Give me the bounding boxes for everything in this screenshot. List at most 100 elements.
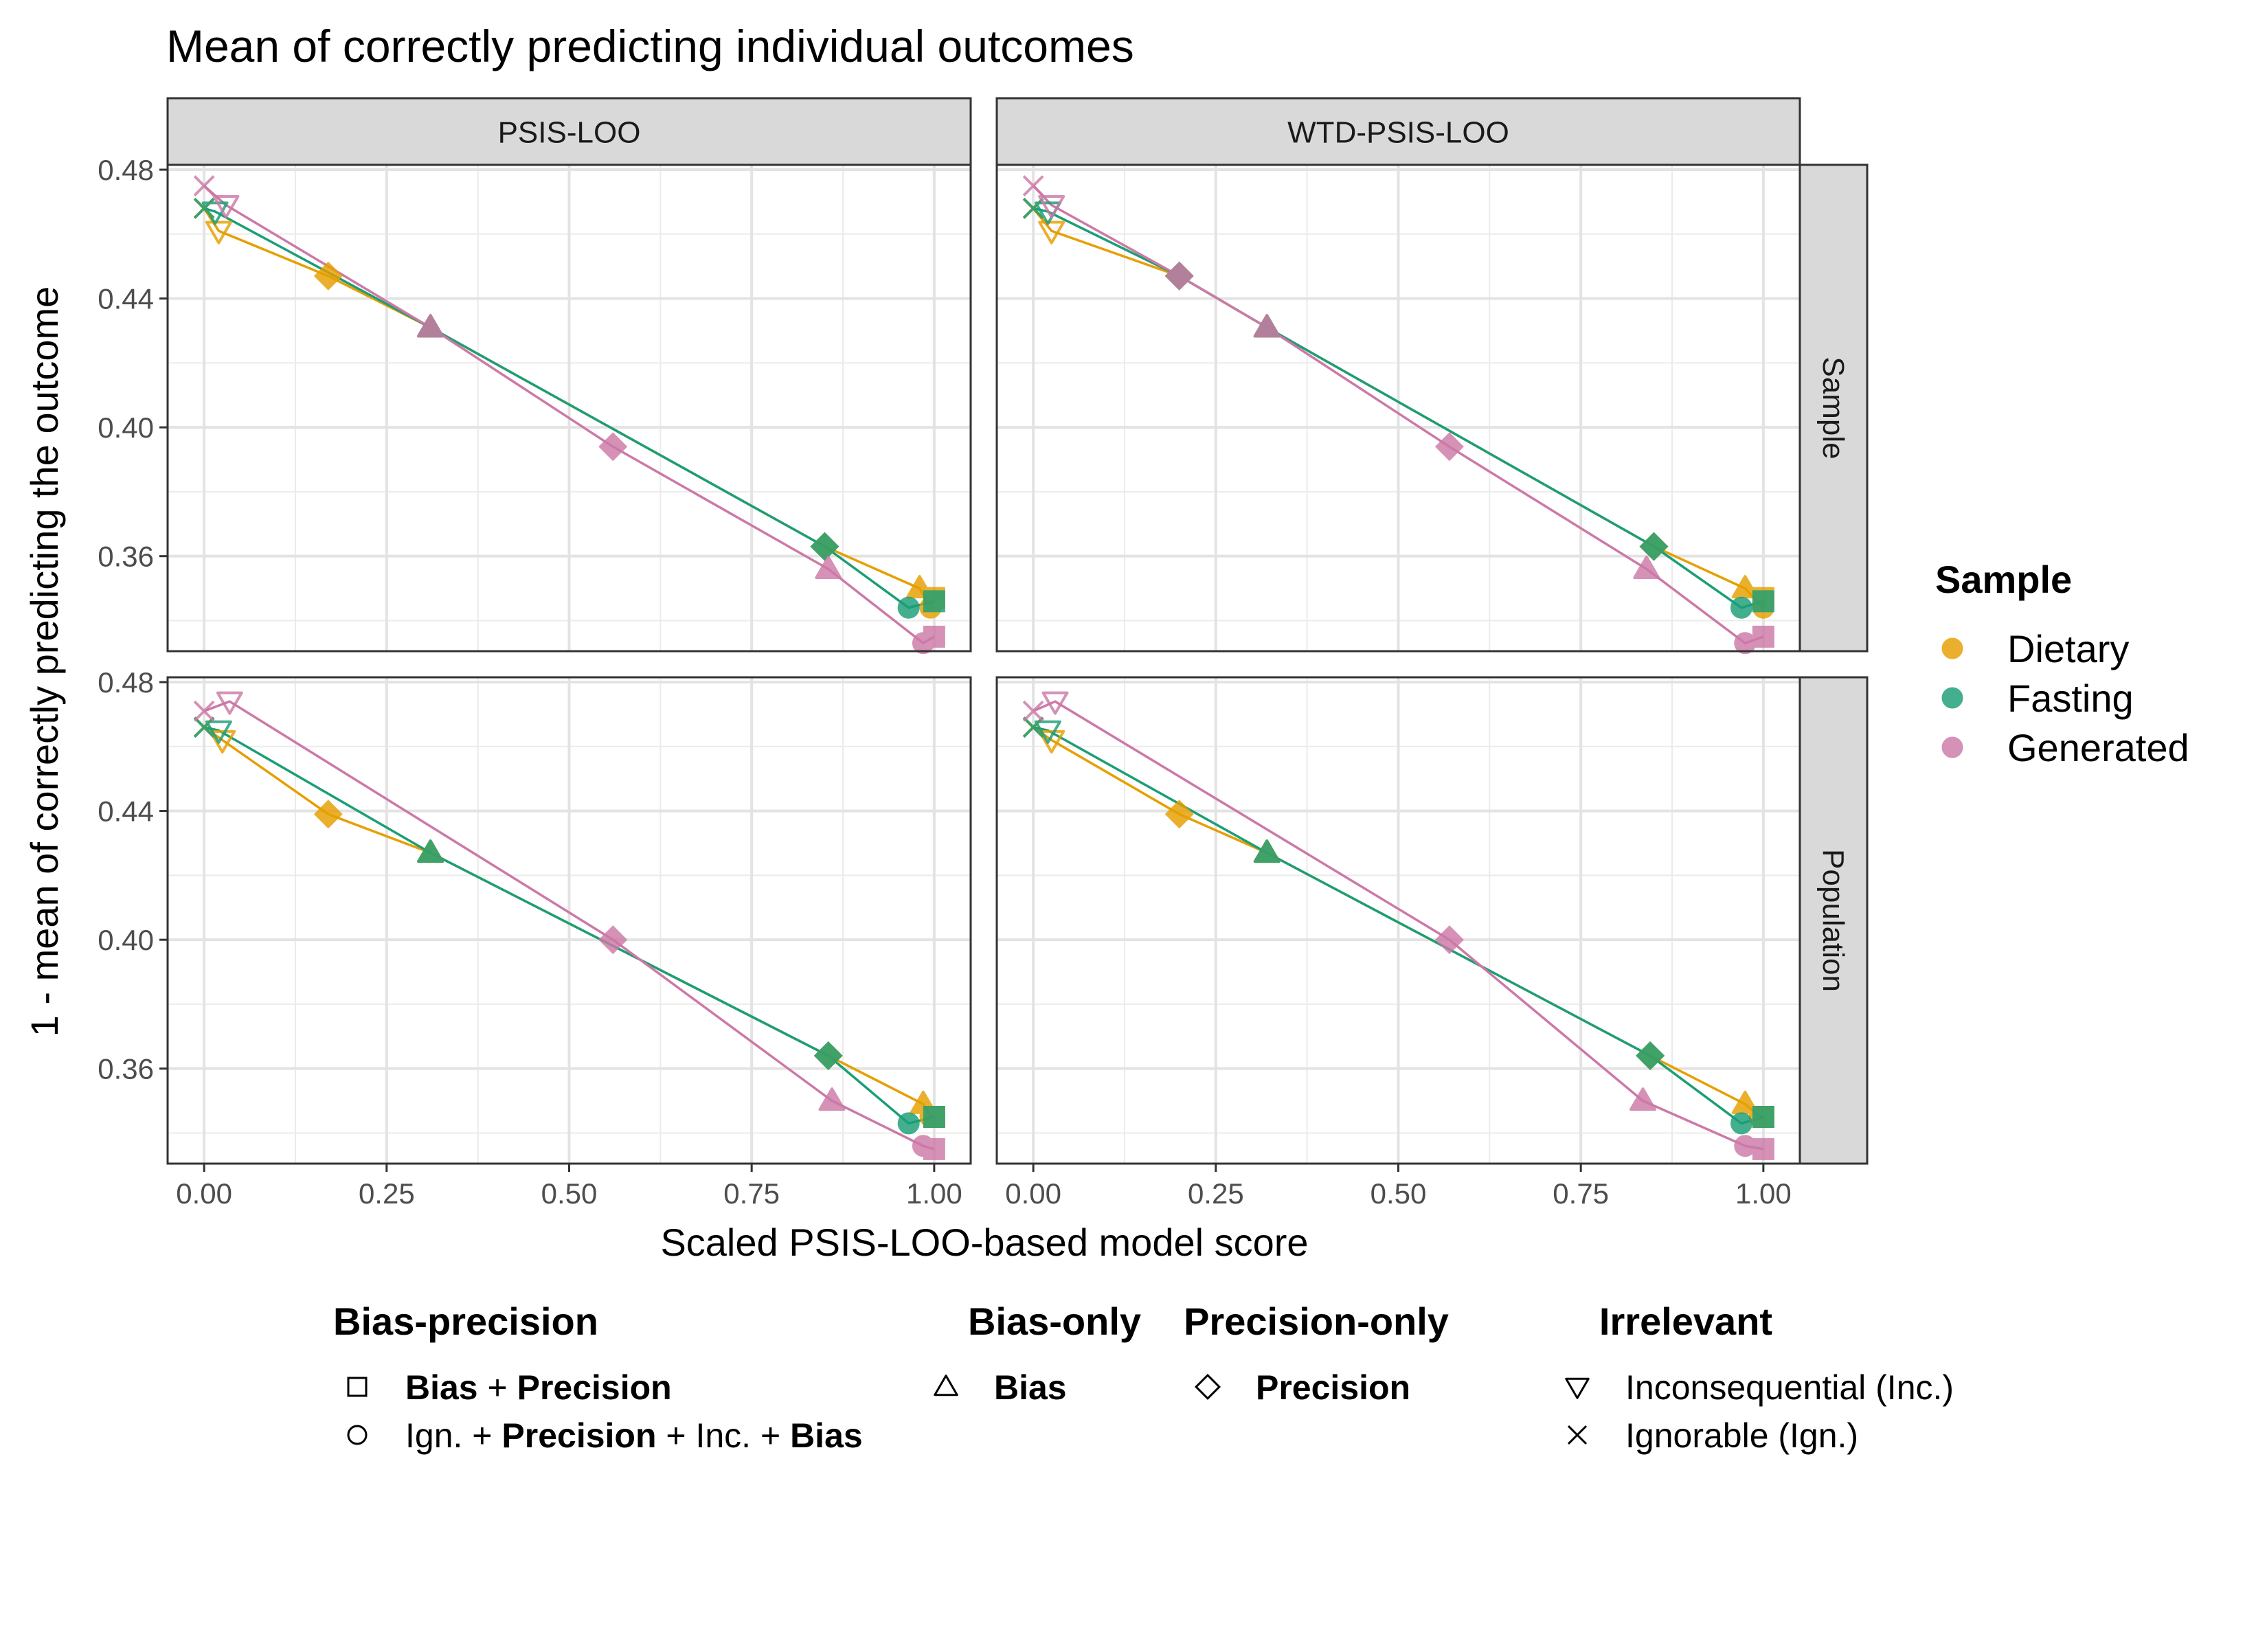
shape-legend-item-circle: Ign. + Precision + Inc. + Bias: [347, 1416, 863, 1455]
shape-legend-group-irrelevant: Irrelevant Inconsequential (Inc.) Ignorabl…: [1565, 1300, 1954, 1455]
x-tick-label: 1.00: [906, 1177, 962, 1210]
facet-strip-label: Population: [1816, 849, 1850, 992]
shape-legend-title: Precision-only: [1184, 1300, 1449, 1343]
data-point-fasting-square: [923, 1106, 945, 1129]
facet-strip-label: WTD-PSIS-LOO: [1287, 116, 1509, 150]
data-point-generated-diamond: [598, 432, 628, 462]
data-point-generated-triangle: [818, 1087, 846, 1111]
facet-strip-population: [1798, 676, 1869, 1165]
color-legend-item-generated: Generated: [1941, 726, 2189, 769]
shape-legend-item-diamond: Precision: [1194, 1368, 1410, 1407]
x-tick-label: 0.75: [723, 1177, 780, 1210]
color-legend: Sample Dietary Fasting Generated: [1935, 558, 2189, 769]
data-point-generated-triangle: [815, 555, 842, 580]
data-point-fasting-circle: [897, 596, 920, 619]
data-point-fasting-triangle: [417, 839, 444, 863]
series-points-fasting: [193, 716, 945, 1135]
panel-wtd-psis-loo-sample: WTD-PSIS-LOO Sample: [995, 97, 1869, 655]
data-point-dietary-triangle-down: [1038, 220, 1065, 245]
shape-legend-key-square: [347, 1377, 368, 1397]
shape-legend: Bias-precision Bias + Precision Ign. + Pre…: [333, 1300, 1954, 1455]
shape-legend-label-part: Bias: [994, 1368, 1067, 1407]
data-point-generated-triangle-down: [216, 691, 243, 715]
shape-legend-label-part: Bias: [405, 1368, 478, 1407]
shape-legend-label-part: Inconsequential (Inc.): [1625, 1368, 1954, 1407]
data-point-dietary-triangle: [1731, 1090, 1759, 1114]
y-tick-label: 0.40: [98, 924, 154, 956]
data-point-generated-triangle-down: [1038, 195, 1065, 219]
y-tick-label: 0.48: [98, 154, 154, 186]
shape-legend-key-triangle: [934, 1374, 958, 1396]
series-points-generated: [193, 175, 945, 655]
shape-legend-title: Bias-precision: [333, 1300, 598, 1343]
data-point-fasting-circle: [897, 1112, 920, 1135]
data-point-dietary-diamond: [1164, 800, 1194, 829]
data-point-generated-cross: [193, 175, 215, 196]
data-point-fasting-square: [923, 590, 945, 613]
data-point-dietary-diamond: [313, 800, 343, 829]
shape-legend-label: Bias + Precision: [405, 1368, 672, 1407]
data-point-generated-triangle-down: [212, 195, 240, 219]
x-tick-label: 0.50: [541, 1177, 598, 1210]
color-legend-key: [1941, 736, 1963, 758]
shape-legend-item-triangle-down: Inconsequential (Inc.): [1565, 1368, 1954, 1407]
data-point-generated-square: [1752, 625, 1774, 648]
shape-legend-group-precision-only: Precision-only Precision: [1184, 1300, 1449, 1407]
shape-legend-label-part: Ign. +: [405, 1416, 501, 1455]
data-point-generated-circle: [1734, 1135, 1757, 1157]
x-tick-label: 0.25: [359, 1177, 415, 1210]
y-tick-label: 0.36: [98, 541, 154, 573]
y-tick-label: 0.44: [98, 795, 154, 828]
shape-legend-label: Ignorable (Ign.): [1625, 1416, 1858, 1455]
facet-strip-psis-loo: [166, 97, 972, 166]
data-point-generated-circle: [1734, 632, 1757, 655]
data-point-fasting-triangle-down: [1034, 720, 1061, 744]
data-point-fasting-diamond: [1639, 532, 1669, 561]
color-legend-key: [1941, 637, 1963, 659]
data-point-dietary-triangle-down: [1038, 729, 1065, 754]
shape-legend-group-bias-only: Bias-only Bias: [934, 1300, 1141, 1407]
y-axis-label: 1 - mean of correctly predicting the out…: [23, 286, 66, 1037]
color-legend-title: Sample: [1935, 558, 2072, 601]
data-point-generated-diamond: [1434, 432, 1464, 462]
x-tick-label: 0.50: [1371, 1177, 1427, 1210]
series-points-generated: [1022, 175, 1774, 655]
shape-legend-label-part: Ignorable (Ign.): [1625, 1416, 1858, 1455]
data-point-generated-diamond: [1434, 925, 1464, 955]
data-point-generated-diamond: [598, 925, 628, 955]
data-point-generated-diamond: [1164, 261, 1194, 291]
y-tick-label: 0.44: [98, 283, 154, 315]
shape-legend-label-part: +: [478, 1368, 517, 1407]
x-axis-label: Scaled PSIS-LOO-based model score: [660, 1221, 1308, 1264]
shape-legend-label-part: Precision: [517, 1368, 672, 1407]
x-tick-label: 0.25: [1188, 1177, 1244, 1210]
series-line-generated: [1032, 185, 1764, 645]
color-legend-label: Fasting: [2007, 677, 2134, 720]
data-point-generated-cross: [1022, 700, 1044, 722]
shape-legend-item-triangle: Bias: [934, 1368, 1067, 1407]
x-tick-label: 1.00: [1735, 1177, 1792, 1210]
data-point-generated-square: [923, 625, 945, 648]
shape-legend-label-part: Precision: [1256, 1368, 1410, 1407]
facet-strip-wtd-psis-loo: [995, 97, 1801, 166]
y-tick-label: 0.40: [98, 411, 154, 444]
shape-legend-item-cross: Ignorable (Ign.): [1567, 1416, 1858, 1455]
panels-layer: PSIS-LOO 0.36 0.40 0.44 0.48 WTD-PSIS-LOO Samp…: [98, 97, 1869, 1210]
data-point-generated-square: [923, 1138, 945, 1160]
data-point-fasting-diamond: [810, 532, 839, 561]
shape-legend-label: Bias: [994, 1368, 1067, 1407]
shape-legend-item-square: Bias + Precision: [347, 1368, 672, 1407]
color-legend-label: Generated: [2007, 726, 2189, 769]
data-point-fasting-diamond: [813, 1041, 843, 1070]
panel-psis-loo-population: 0.36 0.40 0.44 0.48 0.00 0.25 0.50 0.75 1.00: [98, 666, 972, 1210]
shape-legend-key-cross: [1567, 1425, 1588, 1445]
data-point-generated-triangle: [1633, 555, 1660, 580]
data-point-fasting-circle: [1730, 596, 1752, 619]
panel-psis-loo-sample: PSIS-LOO 0.36 0.40 0.44 0.48: [98, 97, 972, 655]
data-point-generated-triangle: [417, 314, 444, 338]
chart-title: Mean of correctly predicting individual …: [166, 21, 1134, 71]
data-point-fasting-circle: [1730, 1112, 1752, 1135]
data-point-generated-square: [1752, 1138, 1774, 1160]
shape-legend-label: Precision: [1256, 1368, 1410, 1407]
